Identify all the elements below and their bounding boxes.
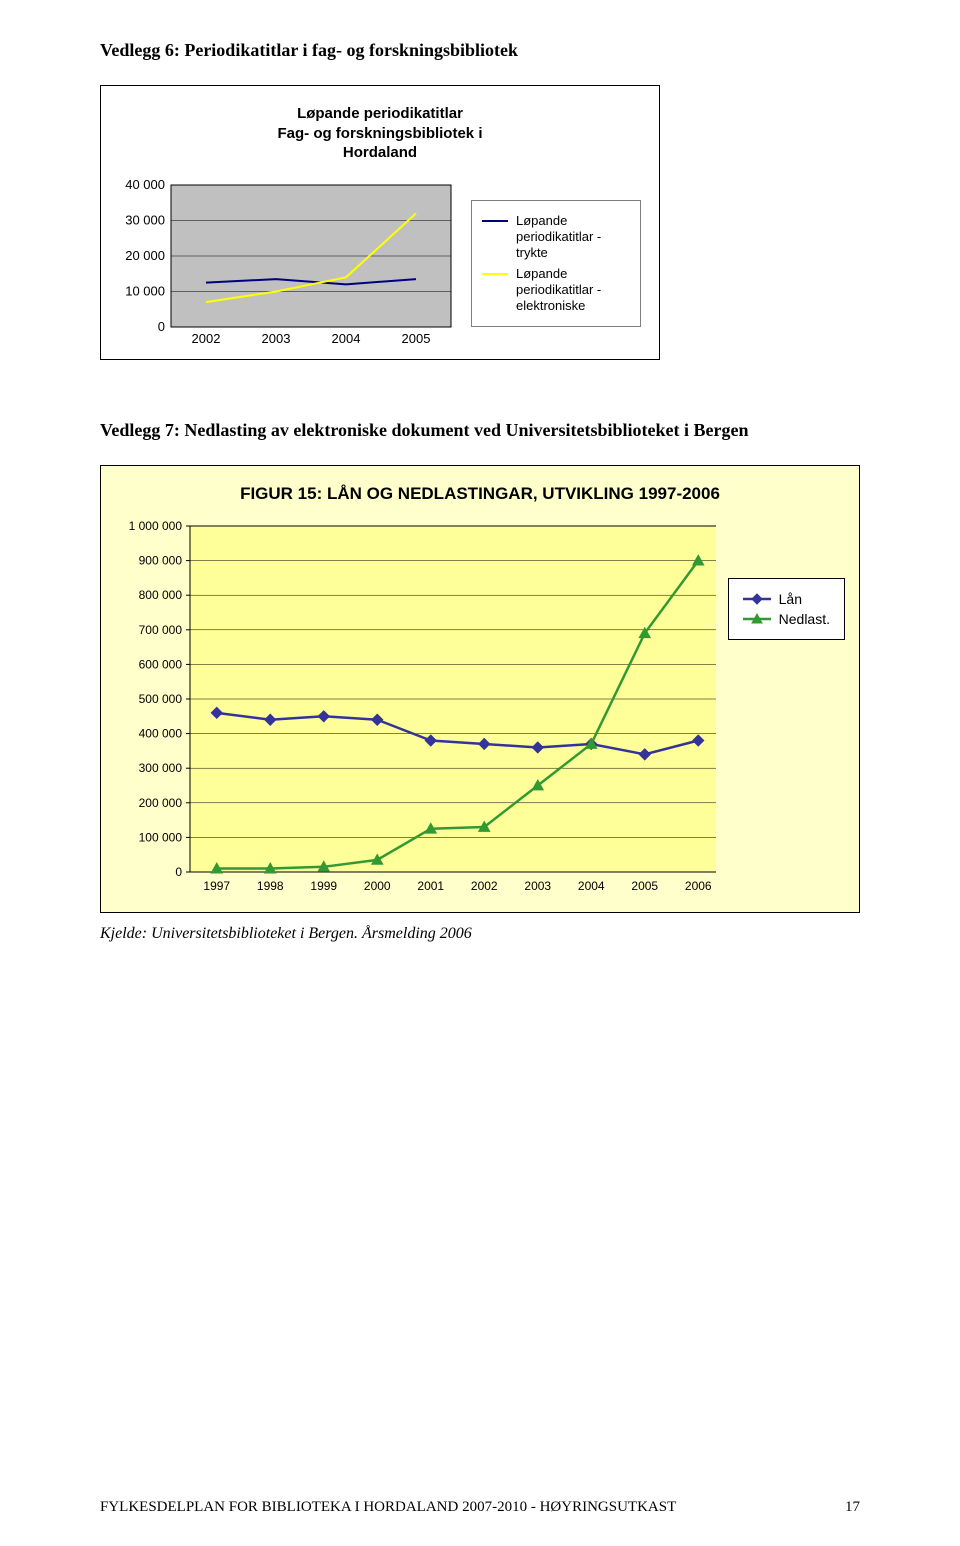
chart-1-plot: 0 10 000 20 000 30 000 40 000 2002 2003 2004 200… xyxy=(111,179,461,349)
svg-text:2004: 2004 xyxy=(332,331,361,346)
svg-text:2001: 2001 xyxy=(417,879,444,893)
legend-label: Løpande periodikatitlar - trykte xyxy=(516,213,630,262)
chart-1-title: Løpande periodikatitlar Fag- og forsknin… xyxy=(111,104,649,163)
svg-text:2002: 2002 xyxy=(192,331,221,346)
legend-marker-icon xyxy=(743,612,771,626)
chart-1-container: Løpande periodikatitlar Fag- og forsknin… xyxy=(100,85,660,360)
svg-text:1999: 1999 xyxy=(310,879,337,893)
chart-2-caption: Kjelde: Universitetsbiblioteket i Bergen… xyxy=(100,925,860,943)
svg-text:700 000: 700 000 xyxy=(139,622,183,636)
legend-label: Nedlast. xyxy=(779,611,830,627)
heading-vedlegg-7: Vedlegg 7: Nedlasting av elektroniske do… xyxy=(100,420,860,441)
svg-text:100 000: 100 000 xyxy=(139,830,183,844)
legend-label: Løpande periodikatitlar - elektroniske xyxy=(516,266,630,315)
svg-text:1 000 000: 1 000 000 xyxy=(129,519,183,533)
svg-text:40 000: 40 000 xyxy=(125,179,165,192)
svg-text:400 000: 400 000 xyxy=(139,726,183,740)
heading-vedlegg-6: Vedlegg 6: Periodikatitlar i fag- og for… xyxy=(100,40,860,61)
svg-text:500 000: 500 000 xyxy=(139,692,183,706)
svg-text:800 000: 800 000 xyxy=(139,588,183,602)
svg-text:2000: 2000 xyxy=(364,879,391,893)
page-number: 17 xyxy=(845,1499,860,1516)
chart-2-title: FIGUR 15: LÅN OG NEDLASTINGAR, UTVIKLING… xyxy=(115,484,845,504)
svg-text:2003: 2003 xyxy=(524,879,551,893)
chart-2-container: FIGUR 15: LÅN OG NEDLASTINGAR, UTVIKLING… xyxy=(100,465,860,913)
svg-text:900 000: 900 000 xyxy=(139,553,183,567)
chart-1-title-line-2: Fag- og forskningsbibliotek i xyxy=(277,125,482,142)
svg-text:2006: 2006 xyxy=(685,879,712,893)
svg-text:1997: 1997 xyxy=(203,879,230,893)
svg-text:2004: 2004 xyxy=(578,879,605,893)
page-footer: FYLKESDELPLAN FOR BIBLIOTEKA I HORDALAND… xyxy=(100,1499,860,1516)
svg-text:300 000: 300 000 xyxy=(139,761,183,775)
svg-text:0: 0 xyxy=(158,319,165,334)
legend-marker-icon xyxy=(743,592,771,606)
chart-1-legend: Løpande periodikatitlar - trykte Løpande… xyxy=(471,200,641,328)
svg-text:10 000: 10 000 xyxy=(125,283,165,298)
legend-item-elektroniske: Løpande periodikatitlar - elektroniske xyxy=(482,266,630,315)
svg-text:2005: 2005 xyxy=(402,331,431,346)
chart-1-title-line-3: Hordaland xyxy=(343,144,417,161)
legend-item-trykte: Løpande periodikatitlar - trykte xyxy=(482,213,630,262)
chart-2-legend: Lån Nedlast. xyxy=(728,578,845,640)
legend-label: Lån xyxy=(779,591,802,607)
footer-text: FYLKESDELPLAN FOR BIBLIOTEKA I HORDALAND… xyxy=(100,1499,676,1516)
svg-text:1998: 1998 xyxy=(257,879,284,893)
legend-item-nedlast: Nedlast. xyxy=(743,611,830,627)
chart-1-title-line-1: Løpande periodikatitlar xyxy=(297,105,463,122)
legend-item-lan: Lån xyxy=(743,591,830,607)
chart-2-plot: 0 100 000 200 000 300 000 400 000 500 000 600 … xyxy=(115,518,716,898)
svg-text:2005: 2005 xyxy=(631,879,658,893)
svg-text:0: 0 xyxy=(175,865,182,879)
legend-line-icon xyxy=(482,273,508,275)
legend-line-icon xyxy=(482,220,508,222)
svg-text:200 000: 200 000 xyxy=(139,795,183,809)
svg-text:2003: 2003 xyxy=(262,331,291,346)
svg-text:600 000: 600 000 xyxy=(139,657,183,671)
svg-text:20 000: 20 000 xyxy=(125,248,165,263)
svg-text:2002: 2002 xyxy=(471,879,498,893)
svg-text:30 000: 30 000 xyxy=(125,212,165,227)
